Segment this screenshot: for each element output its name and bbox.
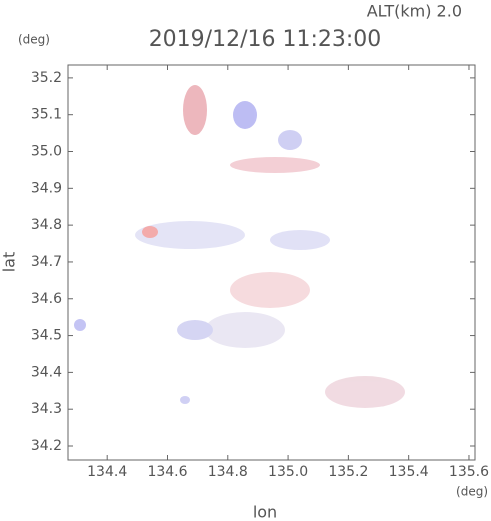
x-tick-label: 134.4 bbox=[87, 464, 127, 480]
echo bbox=[177, 320, 213, 340]
annotation: ALT(km) 2.0 bbox=[367, 2, 462, 21]
y-tick-label: 34.5 bbox=[31, 328, 62, 344]
echo bbox=[325, 376, 405, 408]
x-tick-label: 135.6 bbox=[449, 464, 489, 480]
echo bbox=[180, 396, 190, 404]
echo bbox=[278, 130, 302, 150]
echo bbox=[233, 101, 257, 129]
y-unit: (deg) bbox=[18, 33, 50, 47]
y-tick-label: 35.1 bbox=[31, 107, 62, 123]
echo bbox=[230, 272, 310, 308]
y-tick-label: 35.2 bbox=[31, 70, 62, 86]
x-tick-label: 135.0 bbox=[268, 464, 308, 480]
echo bbox=[135, 221, 245, 249]
x-tick-label: 134.8 bbox=[208, 464, 248, 480]
y-tick-label: 34.9 bbox=[31, 180, 62, 196]
echoes bbox=[74, 85, 405, 408]
echo bbox=[142, 226, 158, 238]
y-tick-label: 34.2 bbox=[31, 438, 62, 454]
y-tick-label: 34.8 bbox=[31, 217, 62, 233]
echo bbox=[183, 85, 207, 135]
echo bbox=[270, 230, 330, 250]
x-unit: (deg) bbox=[456, 485, 488, 499]
y-tick-label: 34.4 bbox=[31, 364, 62, 380]
y-tick-label: 34.7 bbox=[31, 254, 62, 270]
y-tick-label: 34.6 bbox=[31, 291, 62, 307]
echo bbox=[74, 319, 86, 331]
x-tick-label: 135.2 bbox=[328, 464, 368, 480]
plot-frame bbox=[67, 64, 476, 461]
y-label: lat bbox=[0, 252, 19, 273]
x-tick-label: 135.4 bbox=[389, 464, 429, 480]
y-tick-label: 34.3 bbox=[31, 401, 62, 417]
x-label: lon bbox=[253, 503, 277, 521]
x-tick-label: 134.6 bbox=[147, 464, 187, 480]
chart-title: 2019/12/16 11:23:00 bbox=[149, 27, 382, 52]
echo bbox=[205, 312, 285, 348]
y-tick-label: 35.0 bbox=[31, 144, 62, 160]
echo bbox=[230, 157, 320, 173]
